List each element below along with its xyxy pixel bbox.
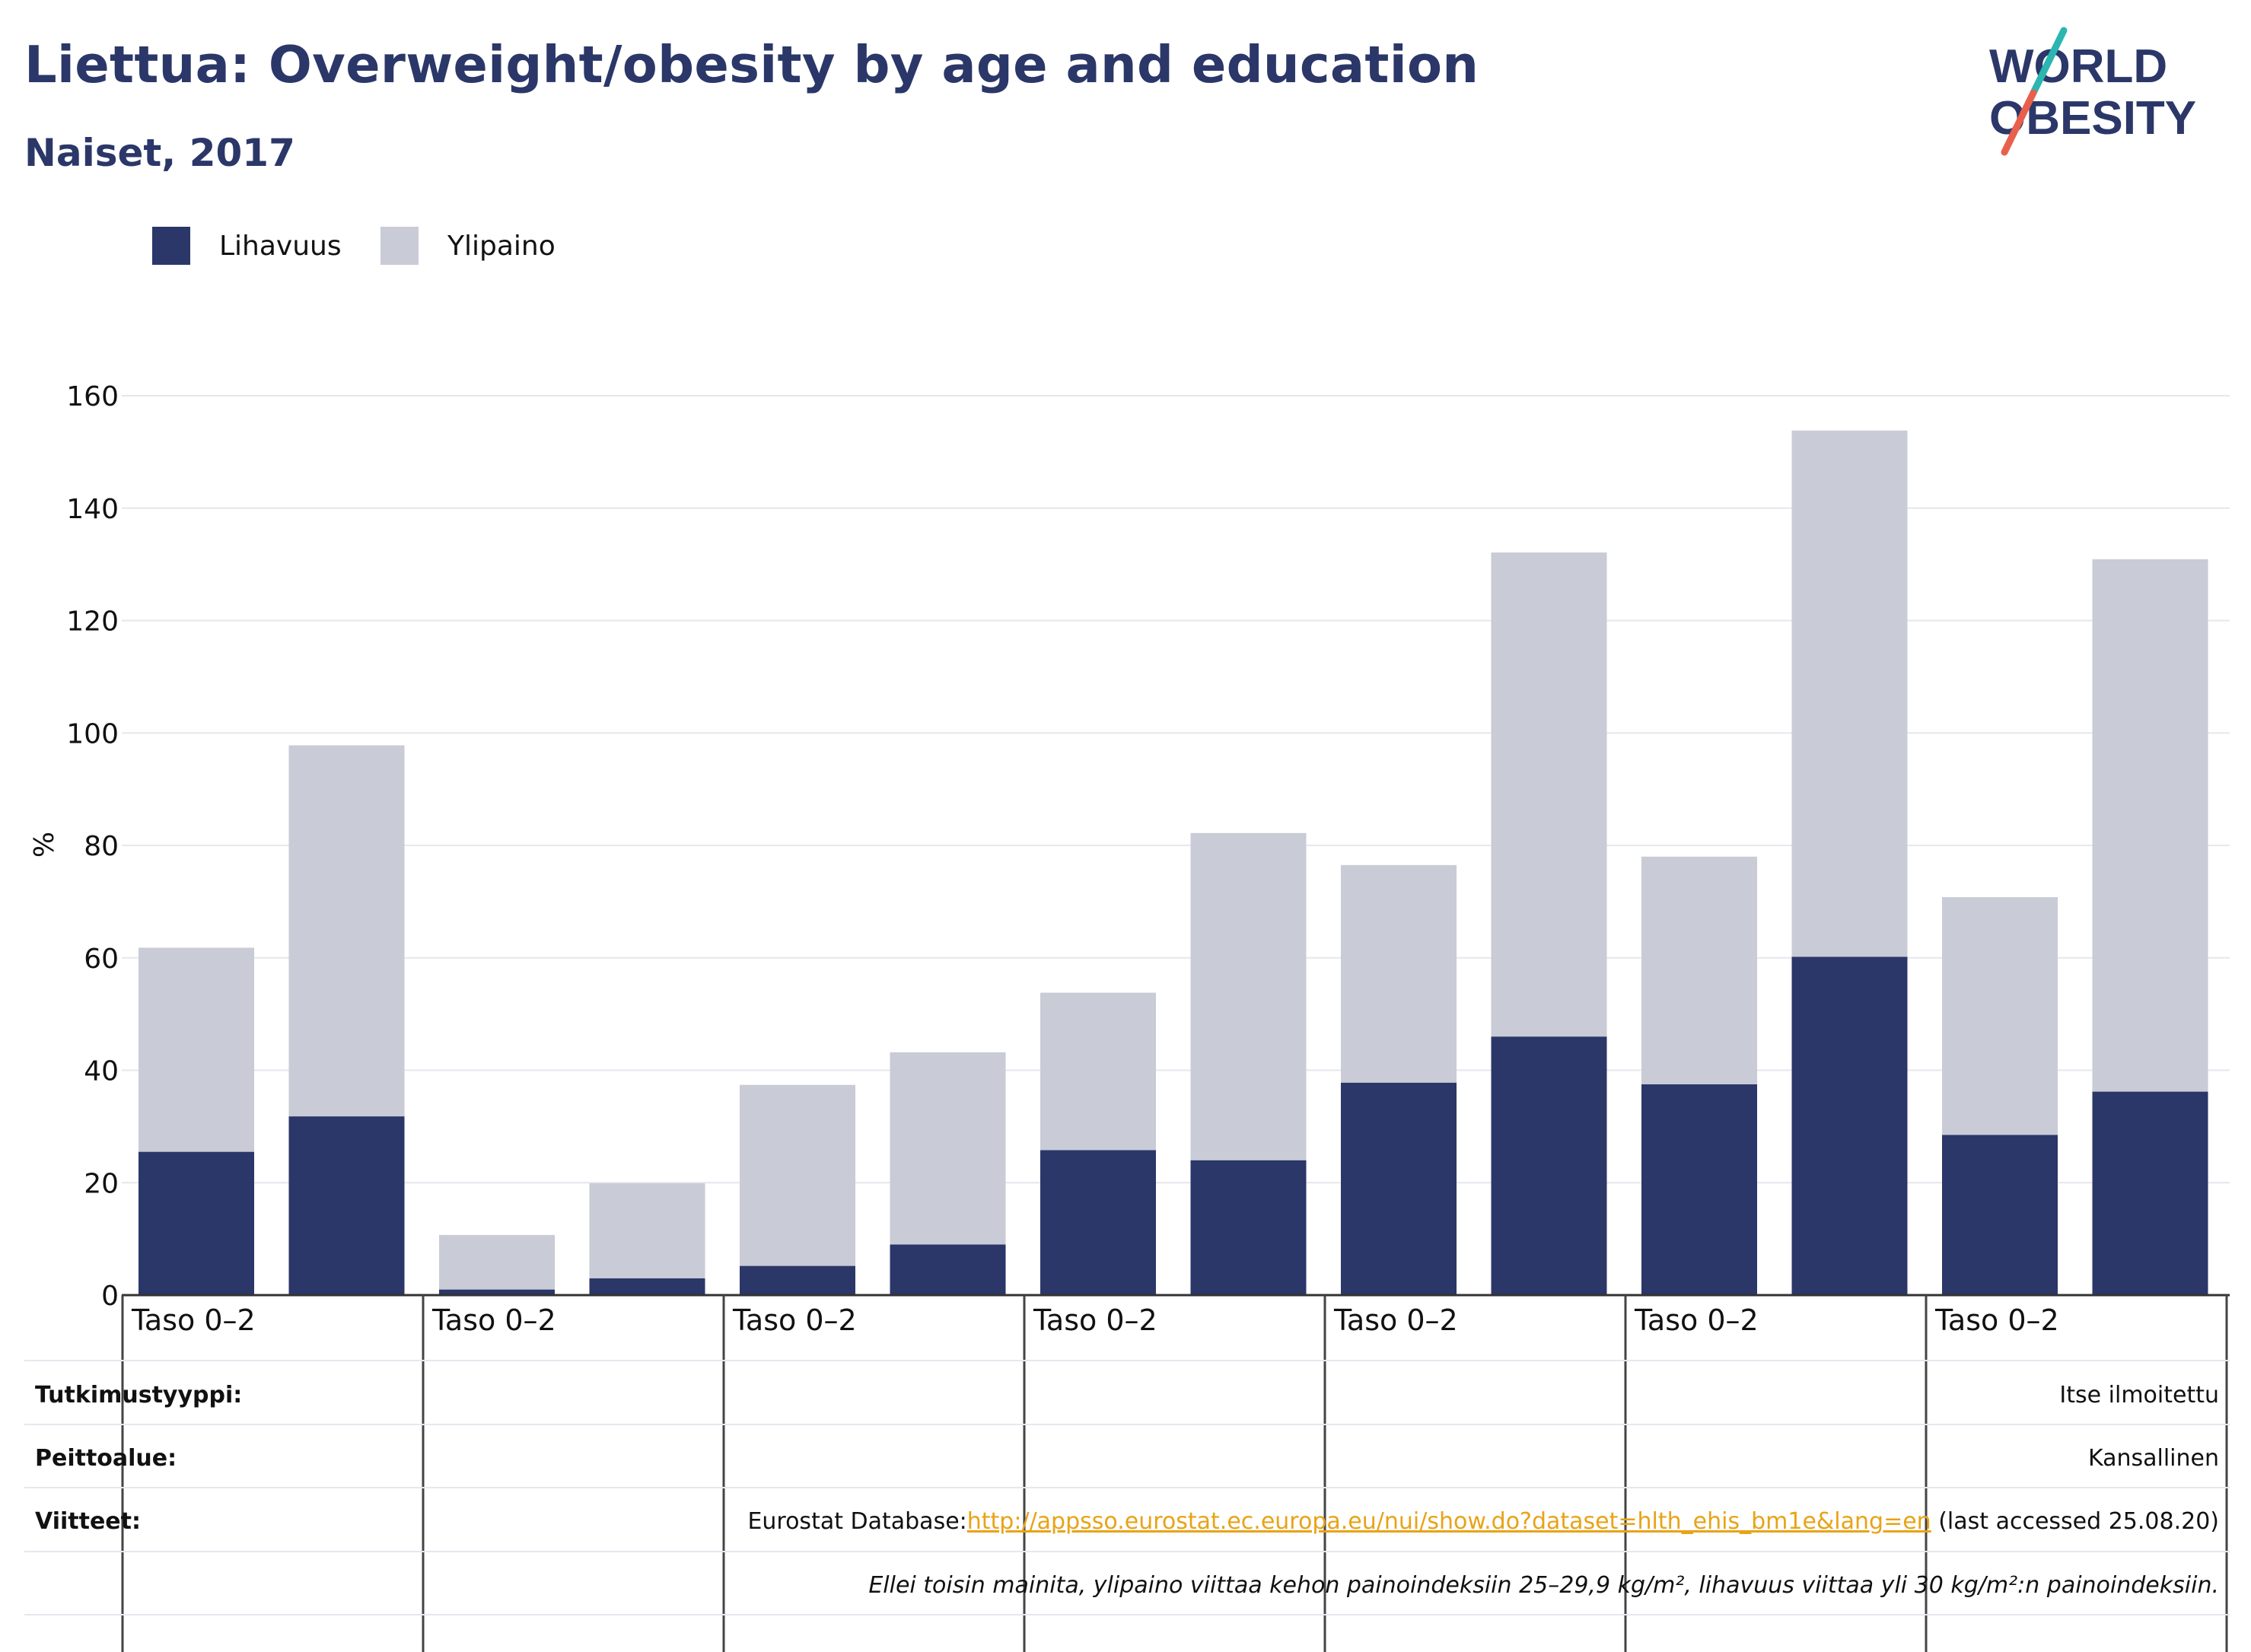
bar-lihavuus	[1190, 1160, 1307, 1295]
x-group-label: Taso 0–2	[732, 1303, 857, 1337]
logo-accent-teal	[2030, 27, 2068, 97]
legend-label-ylipaino: Ylipaino	[447, 230, 556, 262]
bar-ylipaino	[1341, 864, 1457, 1083]
legend-swatch-lihavuus	[152, 227, 190, 265]
bar-lihavuus	[589, 1278, 705, 1295]
y-tick-label: 100	[66, 718, 119, 750]
bar-lihavuus	[1641, 1084, 1757, 1295]
bar-lihavuus	[1040, 1150, 1156, 1295]
bar-lihavuus	[288, 1116, 405, 1295]
bar-ylipaino	[1942, 896, 2058, 1135]
bars	[138, 430, 2208, 1295]
bar-ylipaino	[1491, 552, 1607, 1037]
bar-ylipaino	[288, 745, 405, 1117]
bar-lihavuus	[1341, 1082, 1457, 1295]
y-tick-label: 60	[84, 944, 119, 975]
bar-ylipaino	[1190, 832, 1307, 1160]
y-tick-label: 40	[84, 1056, 119, 1087]
bar-lihavuus	[2092, 1091, 2208, 1295]
bar-ylipaino	[138, 947, 254, 1152]
bar-lihavuus	[1942, 1135, 2058, 1295]
reference-prefix: Eurostat Database:	[747, 1508, 967, 1535]
logo-accent-coral	[2001, 89, 2037, 156]
y-tick-label: 160	[66, 381, 119, 412]
study-type-value: Itse ilmoitettu	[2059, 1382, 2219, 1408]
x-group-label: Taso 0–2	[431, 1303, 556, 1337]
bar-ylipaino	[589, 1183, 705, 1278]
bar-ylipaino	[439, 1234, 555, 1290]
chart-subtitle: Naiset, 2017	[24, 131, 295, 175]
world-obesity-logo: WORLD OBESITY	[1989, 27, 2196, 156]
bar-ylipaino	[2092, 559, 2208, 1092]
legend-item-lihavuus[interactable]: Lihavuus	[152, 225, 342, 266]
y-tick-label: 80	[84, 831, 119, 862]
bar-ylipaino	[1791, 430, 1908, 957]
reference-link[interactable]: http://appsso.eurostat.ec.europa.eu/nui/…	[966, 1508, 1931, 1535]
coverage-label: Peittoalue:	[35, 1445, 177, 1472]
x-group-label: Taso 0–2	[1634, 1303, 1759, 1337]
y-tick-label: 140	[66, 494, 119, 525]
x-group-label: Taso 0–2	[1333, 1303, 1458, 1337]
references-label: Viitteet:	[35, 1508, 141, 1535]
bar-ylipaino	[1040, 992, 1156, 1151]
bar-ylipaino	[1641, 856, 1757, 1084]
bar-lihavuus	[1491, 1036, 1607, 1295]
legend-label-lihavuus: Lihavuus	[219, 230, 342, 262]
y-tick-label: 0	[101, 1281, 119, 1312]
coverage-value: Kansallinen	[2087, 1445, 2219, 1472]
gridlines	[122, 395, 2230, 1184]
legend-swatch-ylipaino	[380, 227, 419, 265]
x-group-label: Taso 0–2	[131, 1303, 256, 1337]
x-group-label: Taso 0–2	[1033, 1303, 1157, 1337]
definition-note: Ellei toisin mainita, ylipaino viittaa k…	[868, 1572, 2219, 1599]
reference-suffix: (last accessed 25.08.20)	[1931, 1508, 2219, 1535]
meta-table-lines	[24, 1295, 2230, 1652]
bar-lihavuus	[1791, 957, 1908, 1295]
logo-line1: WORLD	[1989, 40, 2167, 93]
study-type-label: Tutkimustyyppi:	[35, 1382, 243, 1408]
y-axis-label: %	[29, 832, 60, 858]
bar-lihavuus	[890, 1244, 1006, 1295]
chart-title: Liettua: Overweight/obesity by age and e…	[24, 35, 1479, 94]
bar-lihavuus	[439, 1289, 555, 1295]
bar-lihavuus	[138, 1151, 254, 1295]
axes: 0 20 40 60 80 100 120 140 160 Taso 0–2 Taso 0–2 Tas…	[66, 381, 2230, 1337]
bar-lihavuus	[740, 1265, 855, 1295]
y-tick-label: 20	[84, 1168, 119, 1199]
bar-ylipaino	[740, 1084, 855, 1266]
y-tick-label: 120	[66, 606, 119, 638]
bar-ylipaino	[890, 1052, 1006, 1245]
legend-item-ylipaino[interactable]: Ylipaino	[380, 225, 556, 266]
x-group-label: Taso 0–2	[1934, 1303, 2059, 1337]
references-value: Eurostat Database:http://appsso.eurostat…	[747, 1508, 2219, 1535]
